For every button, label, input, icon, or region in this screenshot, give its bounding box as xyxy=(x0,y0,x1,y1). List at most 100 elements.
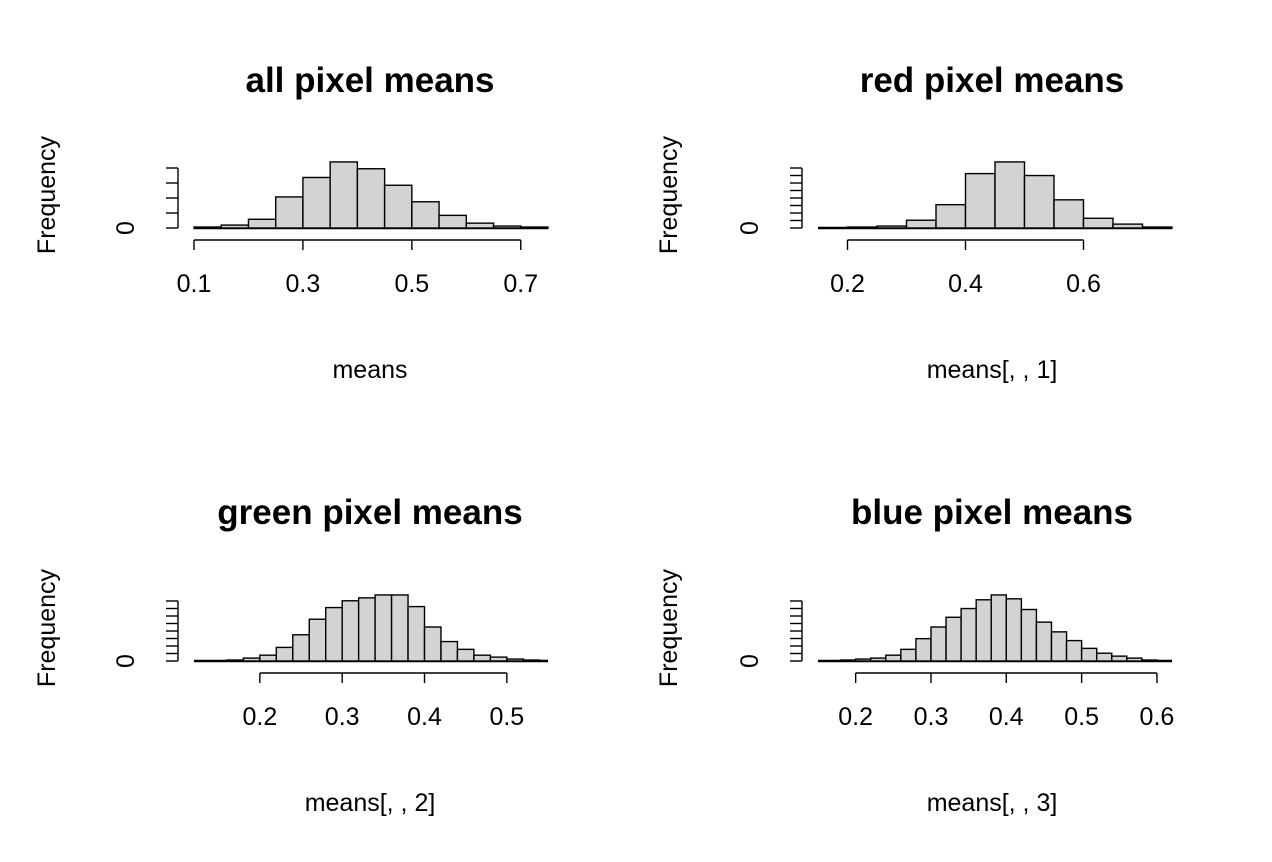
chart-title: all pixel means xyxy=(245,61,494,100)
histogram-bar xyxy=(1126,657,1143,662)
histogram-bar xyxy=(1020,608,1038,662)
chart-title: blue pixel means xyxy=(851,493,1133,532)
x-tick-label: 0.5 xyxy=(394,270,429,298)
histogram-bar xyxy=(357,597,376,662)
histogram-bar xyxy=(308,618,327,662)
histogram-bar xyxy=(247,218,277,229)
y-tick-label: 0 xyxy=(736,654,764,668)
histogram-bar xyxy=(846,226,878,229)
x-tick-label: 0.1 xyxy=(177,270,212,298)
x-tick-label: 0.7 xyxy=(503,270,538,298)
x-tick-label: 0.2 xyxy=(830,270,865,298)
histogram-bar xyxy=(374,594,393,662)
y-axis: 0 xyxy=(112,600,179,668)
x-axis: 0.2 0.3 0.4 0.5 0.6 xyxy=(838,672,1175,731)
histogram-bar xyxy=(226,659,245,662)
bars xyxy=(818,594,1172,663)
histogram-bar xyxy=(325,606,343,662)
histogram-bar xyxy=(994,161,1026,229)
histogram-bar xyxy=(341,600,360,662)
y-axis-label: Frequency xyxy=(655,568,683,687)
x-tick-label: 0.3 xyxy=(286,270,321,298)
x-axis: 0.2 0.3 0.4 0.5 xyxy=(242,672,524,731)
histogram-bar xyxy=(438,214,468,229)
histogram-bar xyxy=(854,658,872,662)
chart-title: red pixel means xyxy=(860,61,1125,100)
x-tick-label: 0.5 xyxy=(1064,703,1099,731)
x-tick-label: 0.6 xyxy=(1140,703,1175,731)
histogram-bar xyxy=(905,219,937,229)
histogram-bar xyxy=(1141,226,1173,229)
histogram-panel-red: red pixel means Frequency means[, , 1] 0… xyxy=(655,61,1173,384)
histogram-bar xyxy=(259,654,278,662)
histogram-bar xyxy=(885,654,902,662)
bars xyxy=(193,161,549,230)
histogram-panel-green: green pixel means Frequency means[, , 2]… xyxy=(33,493,548,817)
histogram-bar xyxy=(870,657,887,662)
histogram-bar xyxy=(1053,199,1085,229)
histogram-bar xyxy=(839,659,857,662)
x-axis-label: means[, , 2] xyxy=(305,789,436,817)
histogram-bar xyxy=(473,654,492,662)
y-axis-label: Frequency xyxy=(33,568,61,687)
y-axis: 0 xyxy=(736,600,803,668)
histogram-bar xyxy=(1005,598,1023,662)
x-tick-label: 0.2 xyxy=(242,703,277,731)
histogram-bar xyxy=(302,176,331,229)
histogram-bar xyxy=(915,637,932,662)
histogram-bar xyxy=(220,224,250,229)
x-axis: 0.2 0.4 0.6 xyxy=(830,239,1101,298)
histogram-panel-blue: blue pixel means Frequency means[, , 3] … xyxy=(655,493,1174,817)
histogram-bar xyxy=(506,658,525,662)
x-axis: 0.1 0.3 0.5 0.7 xyxy=(177,239,538,298)
x-tick-label: 0.6 xyxy=(1066,270,1101,298)
histogram-bar xyxy=(1095,652,1113,662)
histogram-bar xyxy=(411,201,440,229)
histogram-bar xyxy=(876,225,908,229)
x-tick-label: 0.2 xyxy=(838,703,873,731)
histogram-bar xyxy=(945,616,962,662)
histogram-bar xyxy=(1141,659,1158,662)
histogram-bar xyxy=(1050,631,1068,662)
y-axis-label: Frequency xyxy=(655,135,683,254)
histogram-bar xyxy=(930,626,947,662)
histogram-bar xyxy=(964,172,996,229)
histogram-panel-all: all pixel means Frequency means 0.1 0.3 0.… xyxy=(33,61,549,384)
x-axis-label: means[, , 1] xyxy=(927,356,1058,384)
histogram-bar xyxy=(1023,174,1055,229)
histogram-bar xyxy=(1112,223,1144,229)
bars xyxy=(194,594,548,663)
x-tick-label: 0.4 xyxy=(989,703,1024,731)
histogram-bar xyxy=(383,184,413,229)
histogram-bar xyxy=(520,226,549,229)
histogram-bar xyxy=(1035,621,1053,662)
histogram-bar xyxy=(960,607,977,662)
x-tick-label: 0.3 xyxy=(325,703,360,731)
histogram-bar xyxy=(975,599,992,662)
histogram-bar xyxy=(522,659,541,662)
histogram-bar xyxy=(1082,217,1114,229)
histogram-bar xyxy=(193,226,222,229)
histogram-bar xyxy=(492,225,522,229)
histogram-bar xyxy=(489,656,508,662)
y-axis: 0 xyxy=(112,167,179,235)
histogram-bar xyxy=(329,161,359,229)
y-axis-label: Frequency xyxy=(33,135,61,254)
y-tick-label: 0 xyxy=(112,221,140,235)
histogram-bar xyxy=(423,626,442,662)
x-tick-label: 0.4 xyxy=(407,703,442,731)
histogram-bar xyxy=(456,648,475,662)
histogram-bar xyxy=(292,634,310,662)
x-axis-label: means xyxy=(332,356,407,384)
histogram-bar xyxy=(390,594,409,662)
histogram-bar xyxy=(356,168,386,229)
histogram-bar xyxy=(1111,655,1128,662)
histogram-bar xyxy=(274,196,304,229)
bars xyxy=(818,161,1173,230)
histogram-bar xyxy=(1065,639,1083,662)
histogram-bar xyxy=(440,640,459,662)
histogram-bar xyxy=(990,594,1007,662)
y-tick-label: 0 xyxy=(112,654,140,668)
x-axis-label: means[, , 3] xyxy=(927,789,1058,817)
